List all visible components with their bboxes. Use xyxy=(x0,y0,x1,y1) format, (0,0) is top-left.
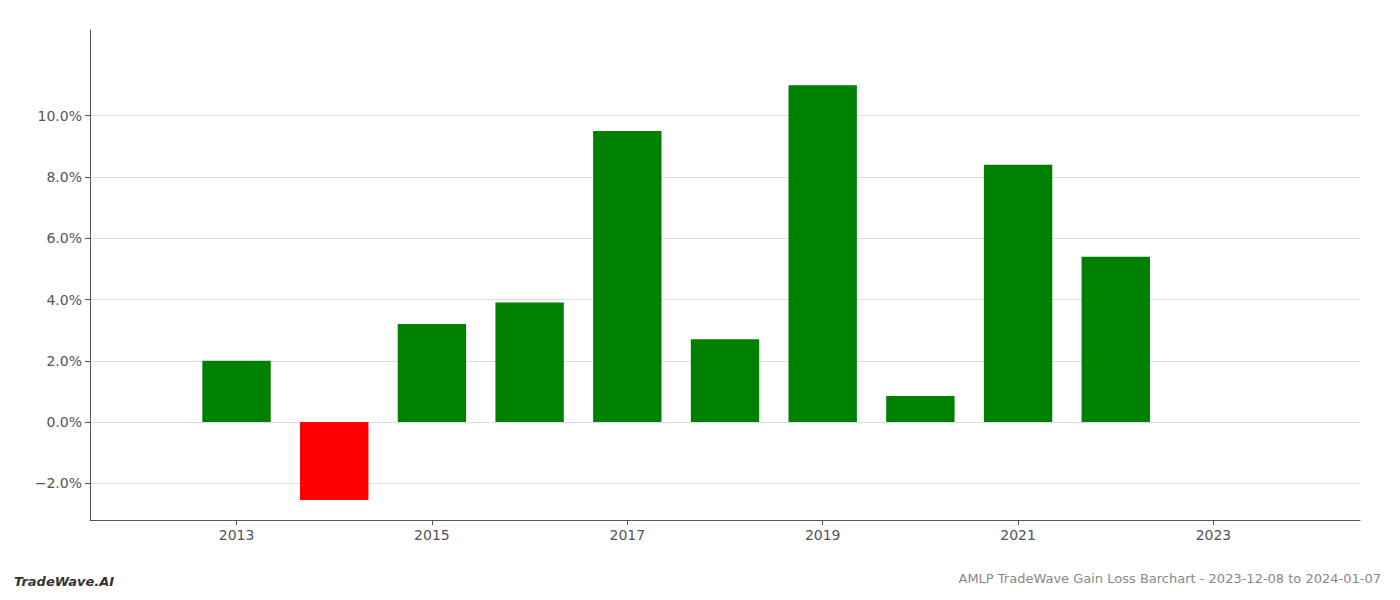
svg-text:2017: 2017 xyxy=(609,527,645,543)
svg-text:0.0%: 0.0% xyxy=(46,414,82,430)
svg-text:2015: 2015 xyxy=(414,527,450,543)
svg-text:TradeWave.AI: TradeWave.AI xyxy=(14,574,114,589)
svg-text:6.0%: 6.0% xyxy=(46,230,82,246)
svg-text:10.0%: 10.0% xyxy=(38,108,82,124)
svg-text:2.0%: 2.0% xyxy=(46,353,82,369)
svg-text:2019: 2019 xyxy=(805,527,841,543)
svg-text:4.0%: 4.0% xyxy=(46,292,82,308)
svg-text:2021: 2021 xyxy=(1000,527,1036,543)
svg-text:AMLP TradeWave Gain Loss Barch: AMLP TradeWave Gain Loss Barchart - 2023… xyxy=(958,571,1381,586)
svg-text:−2.0%: −2.0% xyxy=(35,475,82,491)
svg-text:8.0%: 8.0% xyxy=(46,169,82,185)
svg-text:2013: 2013 xyxy=(219,527,255,543)
svg-text:2023: 2023 xyxy=(1196,527,1232,543)
